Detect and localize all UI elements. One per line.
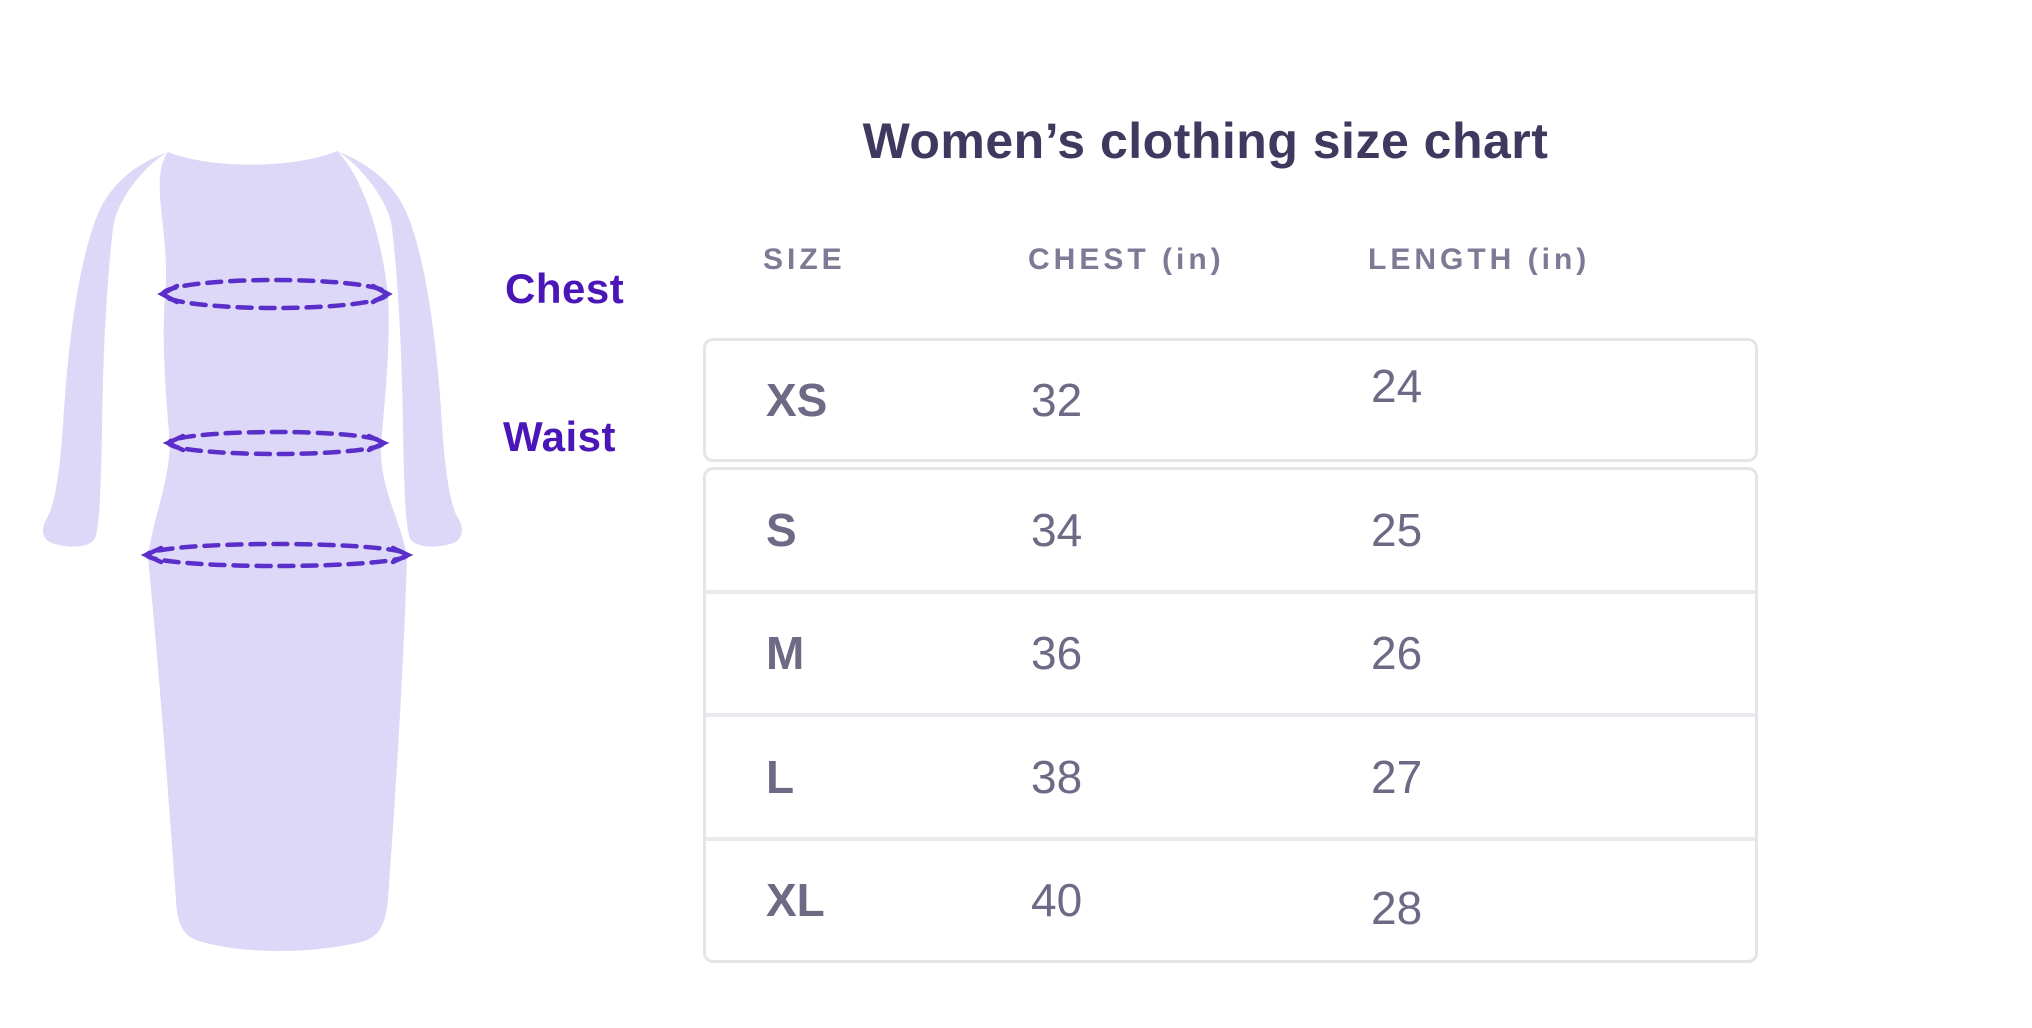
dress-right-sleeve xyxy=(337,151,462,547)
table-row-s: S 34 25 xyxy=(706,470,1755,590)
length-value: 27 xyxy=(1371,750,1423,803)
dress-body xyxy=(148,151,407,952)
table-row-xl: XL 40 28 xyxy=(706,836,1755,961)
length-cell: 24 xyxy=(1371,360,1755,427)
length-cell: 26 xyxy=(1371,626,1755,680)
chest-arrow-right xyxy=(370,283,393,305)
header-length: LENGTH (in) xyxy=(1368,243,1591,276)
waist-label: Waist xyxy=(503,413,616,460)
size-cell: L xyxy=(766,750,795,803)
size-cell: S xyxy=(766,503,797,556)
size-cell: XS xyxy=(766,374,828,426)
hip-arrow-left xyxy=(140,545,164,565)
length-value: 28 xyxy=(1371,882,1423,935)
dress-left-sleeve xyxy=(43,152,168,547)
chest-cell: 36 xyxy=(1031,627,1083,680)
size-chart-table: S 34 25 M 36 26 L 38 27 XL 40 28 xyxy=(703,467,1758,963)
page-title: Women’s clothing size chart xyxy=(862,113,1549,169)
chest-cell: 38 xyxy=(1031,750,1083,803)
chest-measure-line xyxy=(157,277,393,311)
length-cell: 25 xyxy=(1371,503,1755,557)
length-value: 25 xyxy=(1371,503,1423,556)
header-size: SIZE xyxy=(763,243,846,276)
table-row-m: M 36 26 xyxy=(706,589,1755,714)
table-row-l: L 38 27 xyxy=(706,713,1755,837)
chest-cell: 40 xyxy=(1031,874,1083,927)
size-chart-header-row: SIZE CHEST (in) LENGTH (in) xyxy=(703,243,1758,277)
hip-arrow-right xyxy=(390,545,414,565)
chest-arrow-left xyxy=(157,283,180,305)
header-chest: CHEST (in) xyxy=(1028,243,1225,276)
table-row-xs: XS 32 24 xyxy=(703,338,1758,462)
size-cell: M xyxy=(766,627,805,680)
length-cell: 28 xyxy=(1371,873,1755,934)
length-value: 24 xyxy=(1371,360,1423,412)
dress-illustration xyxy=(43,151,462,952)
waist-arrow-right xyxy=(366,433,390,453)
length-value: 26 xyxy=(1371,627,1423,680)
hip-measure-line xyxy=(140,541,414,569)
chest-cell: 34 xyxy=(1031,503,1083,556)
chest-label: Chest xyxy=(505,265,625,312)
waist-arrow-left xyxy=(162,433,186,453)
chest-cell: 32 xyxy=(1031,374,1083,426)
size-cell: XL xyxy=(766,874,825,927)
length-cell: 27 xyxy=(1371,750,1755,804)
waist-measure-line xyxy=(162,429,390,457)
